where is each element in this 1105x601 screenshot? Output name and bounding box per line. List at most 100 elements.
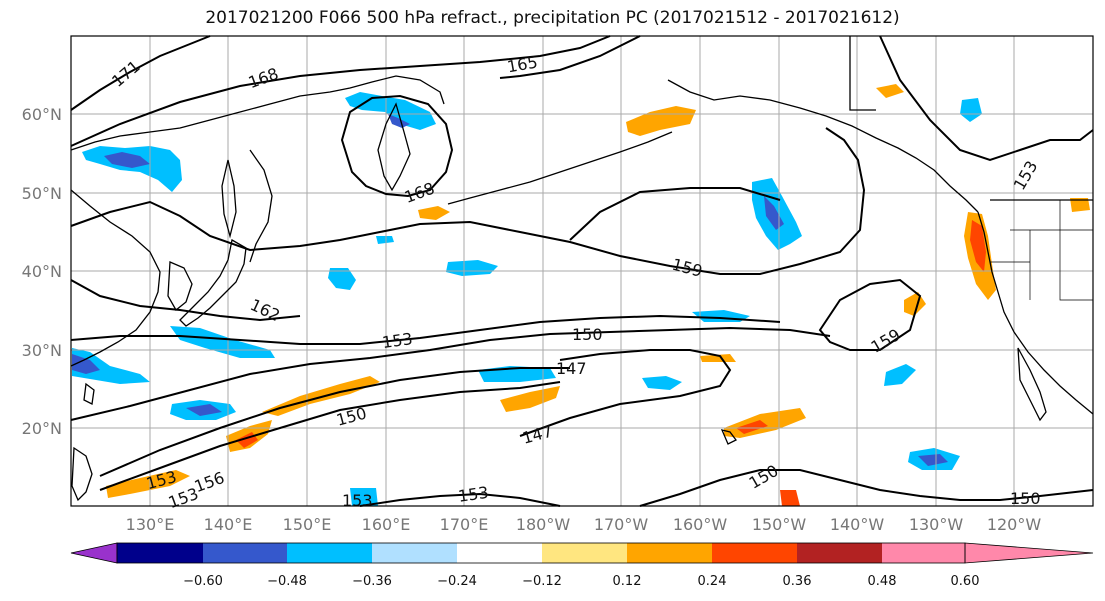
contour-165 — [499, 35, 641, 79]
coast-taiwan — [83, 382, 95, 405]
lon-tick-label: 120°W — [987, 515, 1042, 534]
map-panel: 171 168 165 168 159 162 153 150 147 150 … — [70, 35, 1094, 512]
precip-patch-125w-trop-core — [918, 454, 948, 466]
colorbar-segment — [372, 543, 457, 563]
precip-patch-band-3 — [500, 386, 560, 412]
precip-patch-bc — [960, 98, 982, 122]
coast-sakhalin — [221, 159, 237, 239]
colorbar-tick-label: −0.48 — [267, 574, 307, 589]
coast-philippines — [71, 446, 93, 502]
contour-label: 147 — [556, 359, 587, 378]
colorbar-segment — [627, 543, 712, 563]
contour-153 — [70, 314, 781, 345]
contour-162 — [70, 279, 301, 322]
country-border-alaska-canada — [849, 36, 876, 111]
coast-aleutians — [447, 131, 673, 205]
precip-patch-aleutian — [376, 236, 394, 244]
colorbar-segment — [797, 543, 882, 563]
colorbar-segment — [712, 543, 797, 563]
precip-patch-midpac — [446, 260, 498, 276]
colorbar-segment — [882, 543, 965, 563]
lon-tick-label: 130°W — [909, 515, 964, 534]
precip-patch-130w-mid — [904, 292, 926, 316]
lat-tick-label: 60°N — [22, 105, 62, 124]
colorbar-tick-label: −0.12 — [522, 574, 562, 589]
contour-label: 150 — [572, 325, 603, 344]
contour-label: 153 — [457, 483, 490, 506]
precip-patch-siberia-core — [104, 152, 150, 168]
precip-patch-japan-north — [328, 268, 356, 290]
lon-axis: 130°E 140°E 150°E 160°E 170°E 180°W 170°… — [126, 515, 1042, 534]
colorbar-tick-label: 0.48 — [868, 574, 897, 589]
precip-patch-hawaii-core — [736, 420, 768, 434]
precip-patch-pnw — [1070, 198, 1090, 212]
colorbar-segment — [203, 543, 287, 563]
contour-159-east — [818, 278, 922, 351]
lon-tick-label: 180°W — [516, 515, 571, 534]
map-frame — [70, 35, 1094, 507]
contour-label: 153 — [381, 329, 414, 352]
precip-patch-140w-north — [876, 84, 904, 98]
contour-153-coast — [879, 35, 1094, 162]
coast-hawaii — [720, 429, 737, 445]
colorbar-tick-label: −0.36 — [352, 574, 392, 589]
precip-patch-160w-sub — [700, 354, 736, 362]
lon-tick-label: 150°E — [283, 515, 332, 534]
contour-150-jet — [70, 326, 831, 421]
colorbar-tick-label: −0.60 — [183, 574, 223, 589]
contour-168-north — [70, 35, 611, 147]
contour-153-trop — [359, 492, 561, 507]
coast-china — [70, 189, 161, 367]
colorbar-tick-label: 0.12 — [613, 574, 642, 589]
contour-147 — [99, 367, 570, 477]
colorbar-tick-label: 0.24 — [698, 574, 727, 589]
colorbar-tick-label: −0.24 — [437, 574, 477, 589]
map-title: 2017021200 F066 500 hPa refract., precip… — [205, 8, 900, 28]
lat-tick-label: 30°N — [22, 341, 62, 360]
precip-patch-philippine-sea-core — [72, 354, 100, 374]
precip-patch-160w — [642, 376, 682, 390]
lat-tick-label: 20°N — [22, 419, 62, 438]
lat-axis: 60°N 50°N 40°N 30°N 20°N — [22, 105, 62, 438]
coast-alaska — [667, 79, 979, 213]
coast-okhotsk-west — [249, 149, 273, 263]
lon-tick-label: 140°E — [204, 515, 253, 534]
lon-tick-label: 160°E — [362, 515, 411, 534]
contour-lines — [70, 35, 1094, 507]
lon-tick-label: 140°W — [830, 515, 885, 534]
colorbar-extend-low — [70, 542, 118, 564]
precip-patch-subtropic-w-core — [186, 404, 222, 416]
lon-tick-label: 160°W — [673, 515, 728, 534]
contour-150-south — [99, 381, 561, 491]
precip-patch-160e-sub — [350, 488, 378, 506]
precip-patch-california-core — [970, 220, 986, 272]
coast-kamchatka — [377, 102, 411, 192]
lon-tick-label: 170°E — [440, 515, 489, 534]
coast-baja — [1017, 347, 1047, 422]
precip-patch-okhotsk-core — [388, 114, 410, 128]
precip-patch-kamchatka-south — [418, 206, 450, 220]
contour-label: 150 — [1010, 489, 1041, 508]
coast-bc-wa — [977, 211, 1094, 415]
colorbar-tick-label: 0.60 — [951, 574, 980, 589]
coastlines — [70, 36, 1094, 502]
colorbar-segment — [542, 543, 627, 563]
precip-patch-band-1 — [262, 376, 380, 416]
precip-patch-band-4 — [106, 470, 190, 498]
colorbar: −0.60 −0.48 −0.36 −0.24 −0.12 0.12 0.24 … — [70, 542, 1094, 589]
colorbar-segment — [457, 543, 542, 563]
precip-patch-150w-south — [780, 490, 800, 506]
colorbar-segment — [117, 543, 203, 563]
colorbar-frame — [116, 542, 966, 564]
precip-patch-130w-sub — [884, 364, 916, 386]
lon-tick-label: 130°E — [126, 515, 175, 534]
colorbar-segment — [287, 543, 372, 563]
coast-korea — [167, 261, 193, 311]
coast-asia-north — [70, 75, 445, 151]
lat-tick-label: 40°N — [22, 262, 62, 281]
state-borders — [990, 200, 1093, 301]
contour-168-low — [340, 94, 454, 198]
graticule — [71, 36, 1093, 506]
precip-patch-philippine-sea — [72, 348, 150, 384]
colorbar-tick-label: 0.36 — [783, 574, 812, 589]
